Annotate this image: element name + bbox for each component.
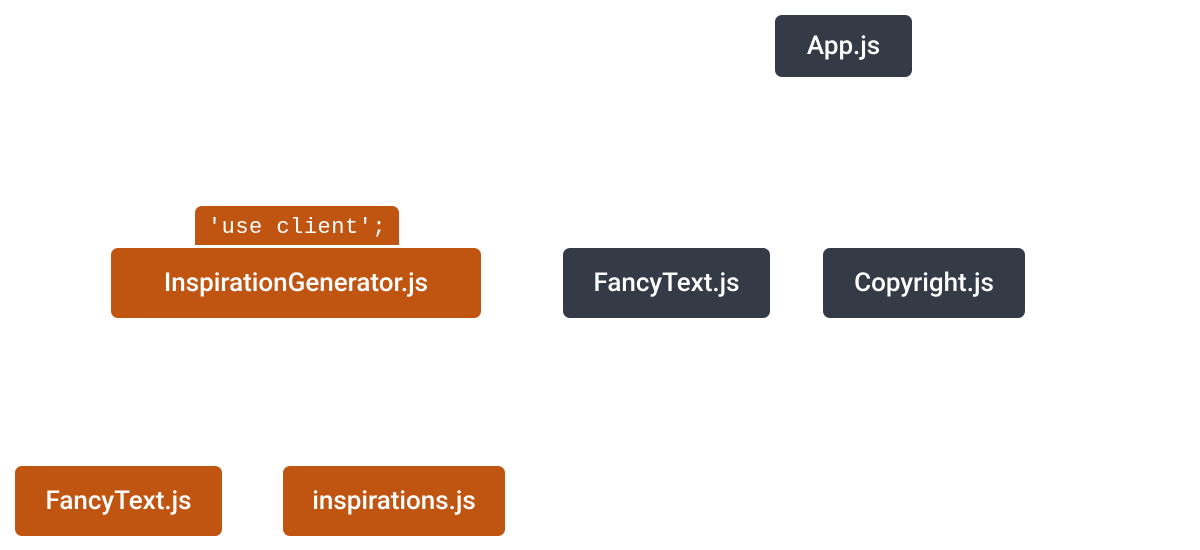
node-label: FancyText.js bbox=[45, 486, 191, 516]
node-label: Copyright.js bbox=[854, 268, 994, 298]
diagram-canvas: App.js imports imports imports 'use clie… bbox=[0, 0, 1200, 550]
node-inspirations-js: inspirations.js bbox=[280, 463, 508, 539]
directive-label: 'use client'; bbox=[208, 215, 386, 240]
node-app-js: App.js bbox=[772, 12, 915, 80]
node-label: inspirations.js bbox=[312, 486, 476, 516]
node-copyright-js: Copyright.js bbox=[820, 245, 1028, 321]
node-label: FancyText.js bbox=[593, 268, 739, 298]
node-label: InspirationGenerator.js bbox=[164, 268, 428, 298]
edge-label: imports bbox=[678, 126, 766, 151]
edge-label: imports bbox=[930, 126, 1018, 151]
edge-label: imports bbox=[378, 126, 466, 151]
use-client-directive: 'use client'; bbox=[192, 203, 402, 248]
edge-label: imports bbox=[132, 380, 220, 405]
edge-insp-to-inspirations bbox=[296, 367, 395, 463]
node-fancytext-js-bottom: FancyText.js bbox=[12, 463, 225, 539]
node-inspiration-generator-js: InspirationGenerator.js bbox=[108, 245, 484, 321]
edge-label: imports bbox=[400, 380, 488, 405]
edge-root-to-copyright bbox=[844, 113, 924, 245]
node-label: App.js bbox=[807, 31, 880, 61]
node-fancytext-js-top: FancyText.js bbox=[560, 245, 773, 321]
